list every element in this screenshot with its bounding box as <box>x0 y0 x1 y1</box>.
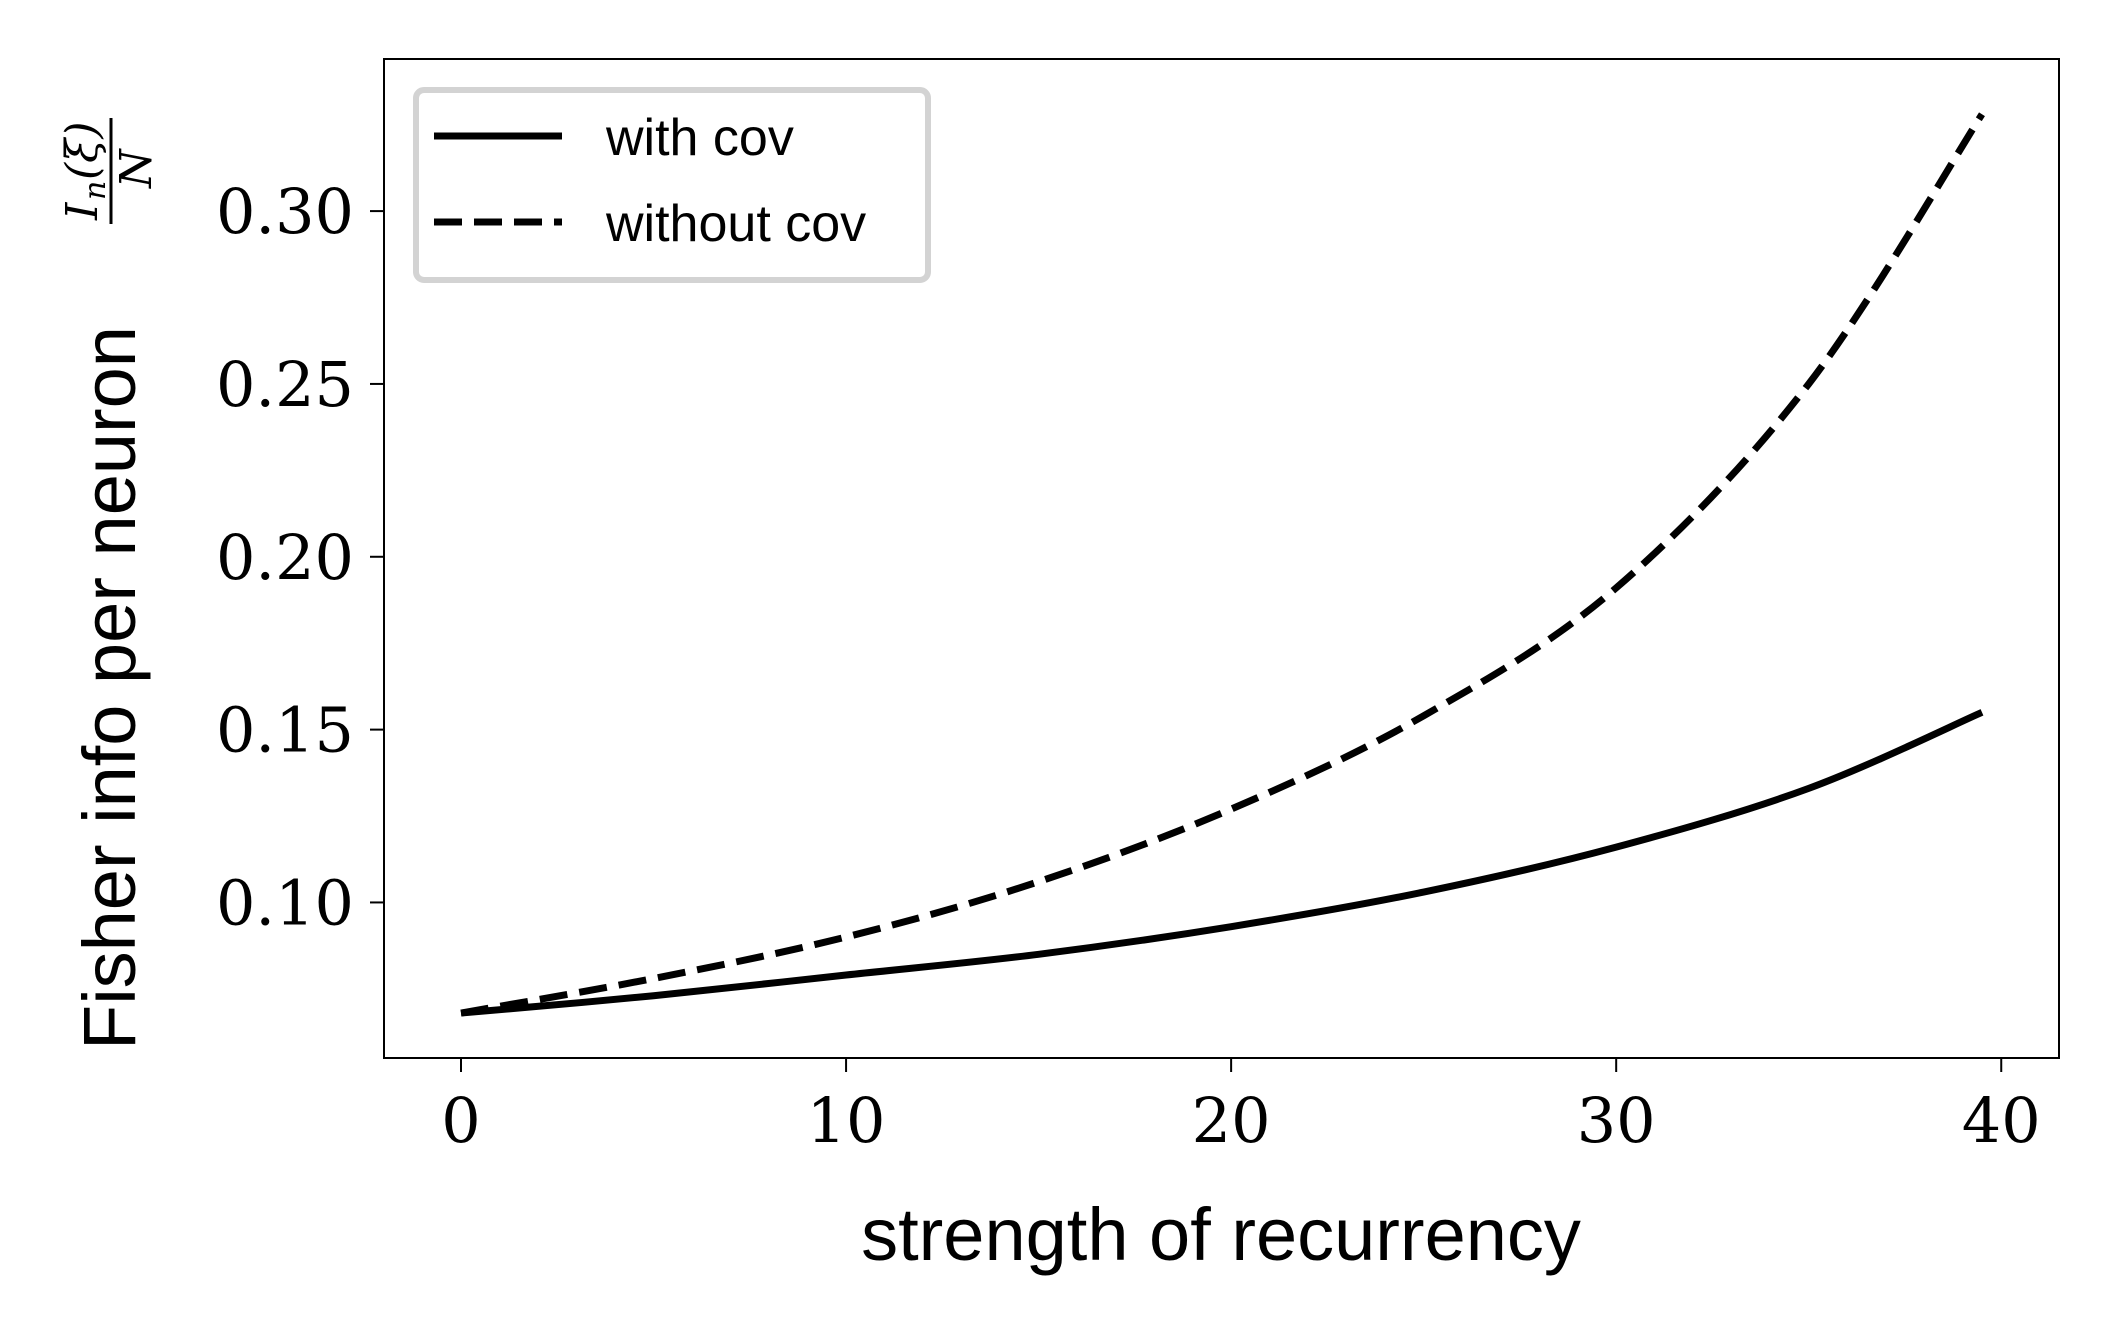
y-axis-label-group: Fisher info per neuron I n (ξ) N <box>57 118 162 1050</box>
y-axis-label: Fisher info per neuron <box>68 326 151 1050</box>
x-tick-label: 20 <box>1192 1084 1271 1157</box>
legend-label-without-cov: without cov <box>605 195 866 253</box>
formula-denominator: N <box>111 148 162 189</box>
x-axis-ticks: 0 10 20 30 40 <box>441 1058 2041 1157</box>
legend: with cov without cov <box>413 87 931 283</box>
y-axis-ticks: 0.10 0.15 0.20 0.25 0.30 <box>216 175 384 939</box>
formula-numerator-arg: (ξ) <box>57 121 108 180</box>
x-tick-label: 10 <box>807 1084 886 1157</box>
y-tick-label: 0.15 <box>216 694 354 767</box>
legend-label-with-cov: with cov <box>605 109 794 167</box>
formula-numerator-subscript: n <box>78 181 113 200</box>
y-tick-label: 0.20 <box>216 521 354 594</box>
x-axis-label: strength of recurrency <box>861 1193 1581 1276</box>
series-layer <box>460 112 1985 1017</box>
series-line-without-cov <box>460 112 1985 1017</box>
x-tick-label: 40 <box>1962 1084 2041 1157</box>
series-line-with-cov <box>460 709 1984 1017</box>
y-tick-label: 0.10 <box>216 866 354 939</box>
plot-frame <box>383 58 2060 1059</box>
formula-numerator-symbol: I <box>57 201 108 221</box>
y-tick-label: 0.30 <box>216 175 354 248</box>
y-tick-label: 0.25 <box>216 348 354 421</box>
y-axis-formula: I n (ξ) N <box>57 118 162 224</box>
x-tick-label: 0 <box>441 1084 480 1157</box>
x-tick-label: 30 <box>1577 1084 1656 1157</box>
